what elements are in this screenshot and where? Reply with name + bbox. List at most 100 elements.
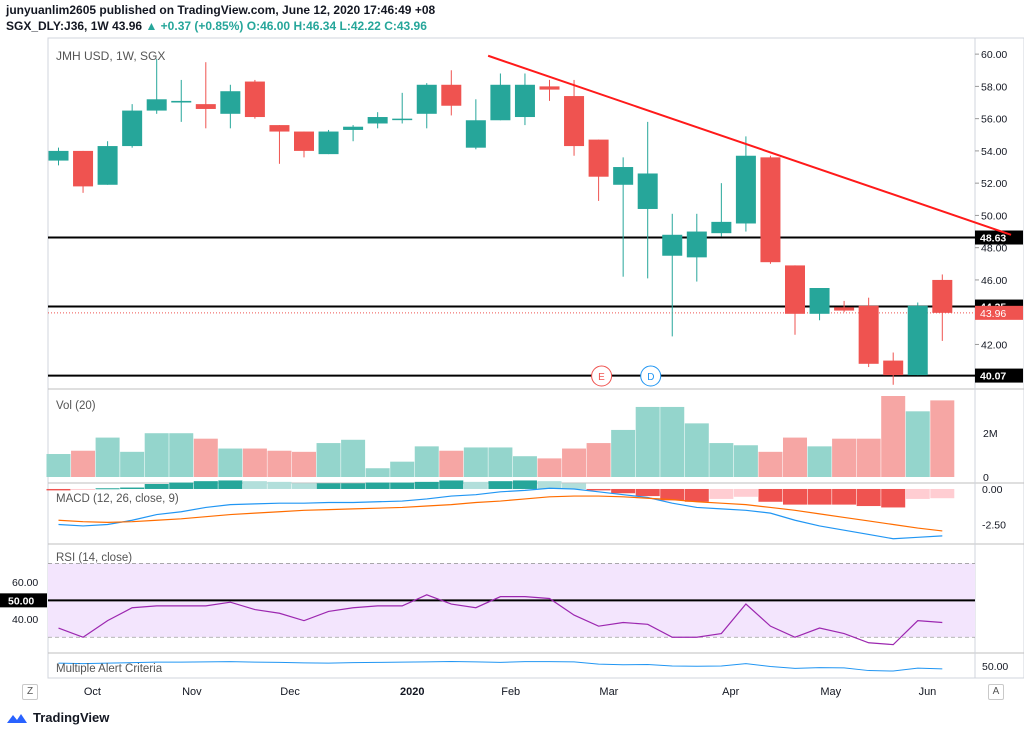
candle-body[interactable] — [490, 84, 511, 121]
candle-body[interactable] — [514, 84, 535, 118]
level-price-label: 48.63 — [980, 233, 1006, 245]
candle-body[interactable] — [809, 288, 830, 314]
candle-body[interactable] — [195, 104, 216, 109]
up-arrow-icon: ▲ — [145, 19, 158, 33]
volume-bar — [365, 468, 390, 477]
candle-body[interactable] — [294, 131, 314, 151]
candle-body[interactable] — [785, 265, 805, 314]
candle-body[interactable] — [588, 139, 609, 177]
macd-histogram-bar — [120, 487, 145, 489]
volume-bar — [562, 448, 587, 477]
volume-bar — [930, 400, 955, 477]
time-axis-label: Oct — [84, 686, 101, 698]
event-marker-label: E — [598, 372, 605, 383]
candle-body[interactable] — [613, 167, 634, 185]
candle-body[interactable] — [858, 305, 879, 364]
volume-bar — [684, 423, 709, 477]
volume-bar — [537, 458, 562, 477]
macd-histogram-bar — [242, 481, 267, 489]
macd-histogram-bar — [832, 488, 857, 505]
candle-body[interactable] — [662, 234, 683, 256]
brand-label: TradingView — [33, 710, 110, 725]
zoom-button[interactable]: Z — [22, 684, 38, 700]
macd-histogram-bar — [856, 488, 881, 507]
volume-bar — [488, 447, 513, 477]
volume-bar — [169, 433, 194, 477]
trendline[interactable] — [487, 54, 1012, 236]
low-value: L:42.22 — [339, 19, 381, 33]
candle-body[interactable] — [171, 100, 192, 103]
volume-bar — [120, 451, 145, 477]
candle-body[interactable] — [539, 86, 560, 90]
candle-body[interactable] — [441, 84, 462, 106]
candle-body[interactable] — [48, 150, 69, 161]
rsi-pane-title: RSI (14, close) — [56, 552, 132, 564]
volume-bar — [414, 446, 439, 477]
candle-body[interactable] — [883, 360, 904, 376]
candle-body[interactable] — [637, 173, 658, 209]
candle-body[interactable] — [97, 146, 118, 185]
macd-histogram-bar — [169, 482, 194, 489]
open-value: O:46.00 — [246, 19, 291, 33]
macd-histogram-bar — [488, 481, 513, 489]
macd-histogram-bar — [807, 488, 832, 505]
volume-bar — [144, 433, 169, 477]
publish-info: junyuanlim2605 published on TradingView.… — [6, 3, 436, 17]
alert-tick-label: 50.00 — [982, 661, 1008, 673]
symbol-label: SGX_DLY:J36, 1W — [6, 19, 109, 33]
macd-histogram-bar — [733, 488, 758, 497]
candle-body[interactable] — [343, 126, 364, 130]
volume-bar — [242, 448, 267, 477]
dividend-event-marker[interactable] — [640, 365, 662, 387]
volume-bar — [856, 438, 881, 477]
candle-body[interactable] — [760, 157, 781, 263]
time-axis-label: 2020 — [400, 686, 424, 698]
candle-body[interactable] — [220, 91, 241, 114]
tradingview-logo[interactable]: TradingView — [6, 710, 109, 725]
candle-body[interactable] — [244, 81, 265, 118]
macd-histogram-bar — [709, 488, 734, 499]
macd-histogram-bar — [783, 488, 807, 505]
candle-body[interactable] — [416, 84, 437, 114]
candle-body[interactable] — [318, 131, 339, 155]
volume-bar — [709, 443, 734, 477]
candle-body[interactable] — [686, 231, 707, 258]
rsi-mid-level-badge — [0, 593, 47, 608]
candle-body[interactable] — [269, 125, 290, 132]
candle-body[interactable] — [73, 150, 94, 187]
candle-body[interactable] — [392, 118, 413, 121]
candle-body[interactable] — [834, 307, 855, 311]
volume-tick-label: 2M — [983, 428, 998, 440]
price-tick-label: 54.00 — [981, 146, 1007, 158]
rsi-line — [58, 594, 943, 646]
candle-body[interactable] — [122, 110, 143, 147]
event-marker-label: D — [647, 372, 654, 383]
volume-bar — [71, 450, 96, 477]
volume-bar — [611, 429, 636, 477]
candle-body[interactable] — [367, 117, 388, 124]
volume-bar — [512, 456, 537, 477]
auto-scale-button[interactable]: A — [988, 684, 1004, 700]
volume-bar — [660, 406, 685, 477]
candle-body[interactable] — [932, 279, 953, 313]
macd-histogram-bar — [292, 483, 316, 489]
high-value: H:46.34 — [293, 19, 337, 33]
candle-body[interactable] — [735, 155, 756, 224]
candle-body[interactable] — [465, 120, 486, 148]
volume-bar — [316, 443, 341, 477]
macd-tick-label: -2.50 — [982, 520, 1006, 532]
candle-body[interactable] — [146, 99, 167, 111]
price-tick-label: 50.00 — [981, 210, 1007, 222]
volume-pane-title: Vol (20) — [56, 400, 96, 412]
price-tick-label: 58.00 — [981, 81, 1007, 93]
candle-body[interactable] — [564, 96, 585, 147]
price-tick-label: 46.00 — [981, 275, 1007, 287]
candle-body[interactable] — [907, 305, 928, 376]
last-price-label: 43.96 — [980, 308, 1006, 320]
candle-body[interactable] — [711, 221, 732, 234]
earnings-event-marker[interactable] — [591, 365, 613, 387]
price-chart-title: JMH USD, 1W, SGX — [56, 49, 165, 63]
macd-histogram-bar — [267, 481, 292, 489]
last-price-value: 43.96 — [112, 19, 143, 33]
